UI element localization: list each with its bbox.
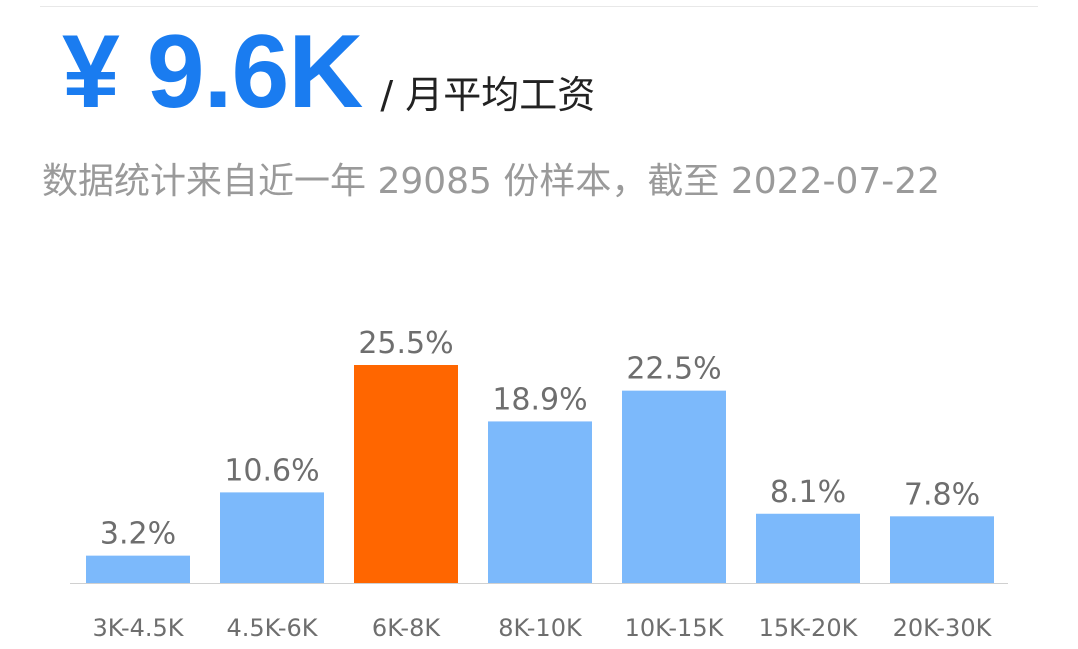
- average-salary-value: ¥ 9.6K: [62, 14, 363, 130]
- sample-note: 数据统计来自近一年 29085 份样本，截至 2022-07-22: [42, 161, 941, 202]
- headline: ¥ 9.6K / 月平均工资: [62, 14, 595, 124]
- category-label-8K-10K: 8K-10K: [498, 614, 583, 642]
- category-label-6K-8K: 6K-8K: [372, 614, 441, 642]
- category-label-15K-20K: 15K-20K: [759, 614, 859, 642]
- top-divider: [40, 6, 1038, 7]
- average-salary-label: / 月平均工资: [380, 73, 596, 117]
- value-label-10K-15K: 22.5%: [626, 352, 721, 387]
- bar-10K-15K: [622, 390, 726, 583]
- value-label-8K-10K: 18.9%: [492, 382, 587, 417]
- bar-3K-4.5K: [86, 555, 190, 583]
- bar-20K-30K: [890, 516, 994, 583]
- category-label-4.5K-6K: 4.5K-6K: [226, 614, 318, 642]
- value-label-3K-4.5K: 3.2%: [100, 517, 176, 552]
- value-label-20K-30K: 7.8%: [904, 477, 980, 512]
- value-label-4.5K-6K: 10.6%: [224, 453, 319, 488]
- bar-4.5K-6K: [220, 492, 324, 583]
- category-label-3K-4.5K: 3K-4.5K: [92, 614, 184, 642]
- bar-15K-20K: [756, 513, 860, 583]
- bar-6K-8K: [354, 365, 458, 583]
- category-label-20K-30K: 20K-30K: [893, 614, 993, 642]
- bar-8K-10K: [488, 421, 592, 583]
- category-label-10K-15K: 10K-15K: [625, 614, 725, 642]
- value-label-6K-8K: 25.5%: [358, 326, 453, 361]
- value-label-15K-20K: 8.1%: [770, 475, 846, 510]
